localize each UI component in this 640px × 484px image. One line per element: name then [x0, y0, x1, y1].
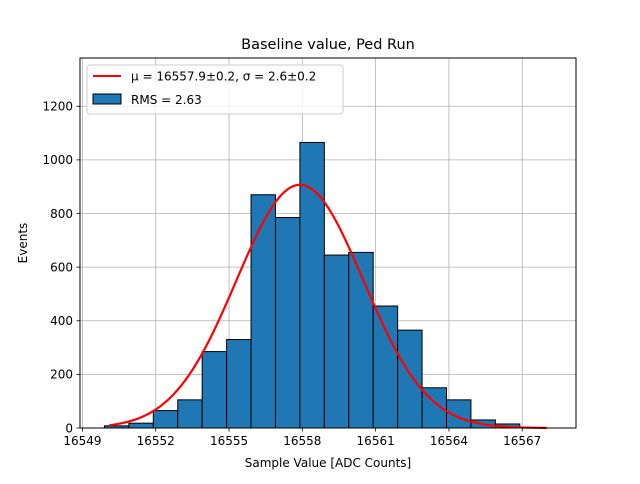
x-tick-label: 16567: [503, 434, 541, 448]
histogram-bar: [250, 194, 276, 429]
y-tick-label: 1000: [42, 153, 73, 167]
x-tick-label: 16558: [283, 434, 321, 448]
x-tick-label: 16561: [357, 434, 395, 448]
axes-frame: [79, 57, 577, 429]
gaussian-fit-curve: [109, 183, 547, 429]
x-tick-label: 16564: [430, 434, 468, 448]
chart-title: Baseline value, Ped Run: [241, 37, 415, 53]
histogram-bar: [397, 329, 423, 429]
y-tick-label: 200: [50, 368, 73, 382]
y-tick-label: 1200: [42, 100, 73, 114]
legend-rms-label: RMS = 2.63: [131, 93, 202, 107]
y-tick-label: 600: [50, 260, 73, 274]
x-axis-label: Sample Value [ADC Counts]: [245, 456, 411, 470]
x-tick-label: 16555: [210, 434, 248, 448]
histogram-bar: [201, 351, 228, 429]
histogram-bar: [177, 399, 203, 429]
legend-box: [86, 64, 344, 115]
x-ticks: 16549 16552 16555 16558 16561 16564 16567: [63, 428, 541, 448]
histogram-bar: [372, 305, 399, 429]
y-tick-label: 0: [65, 421, 73, 435]
histogram-bar: [152, 410, 179, 429]
legend-fit-label: μ = 16557.9±0.2, σ = 2.6±0.2: [131, 70, 316, 84]
histogram-bar: [323, 254, 350, 429]
fit-curve-layer: [109, 183, 547, 429]
histogram-bar: [274, 217, 301, 429]
y-tick-label: 400: [50, 314, 73, 328]
legend: μ = 16557.9±0.2, σ = 2.6±0.2 RMS = 2.63: [86, 64, 344, 115]
histogram-bars: [103, 141, 521, 429]
x-tick-label: 16549: [63, 434, 101, 448]
histogram-bar: [226, 339, 252, 429]
legend-histogram-swatch: [92, 93, 122, 105]
y-axis-label: Events: [16, 223, 30, 264]
y-ticks: 0 200 400 600 800 1000 1200: [42, 100, 80, 435]
histogram-bar: [128, 422, 154, 429]
y-tick-label: 800: [50, 207, 73, 221]
histogram-bar: [348, 251, 374, 429]
x-tick-label: 16552: [137, 434, 175, 448]
